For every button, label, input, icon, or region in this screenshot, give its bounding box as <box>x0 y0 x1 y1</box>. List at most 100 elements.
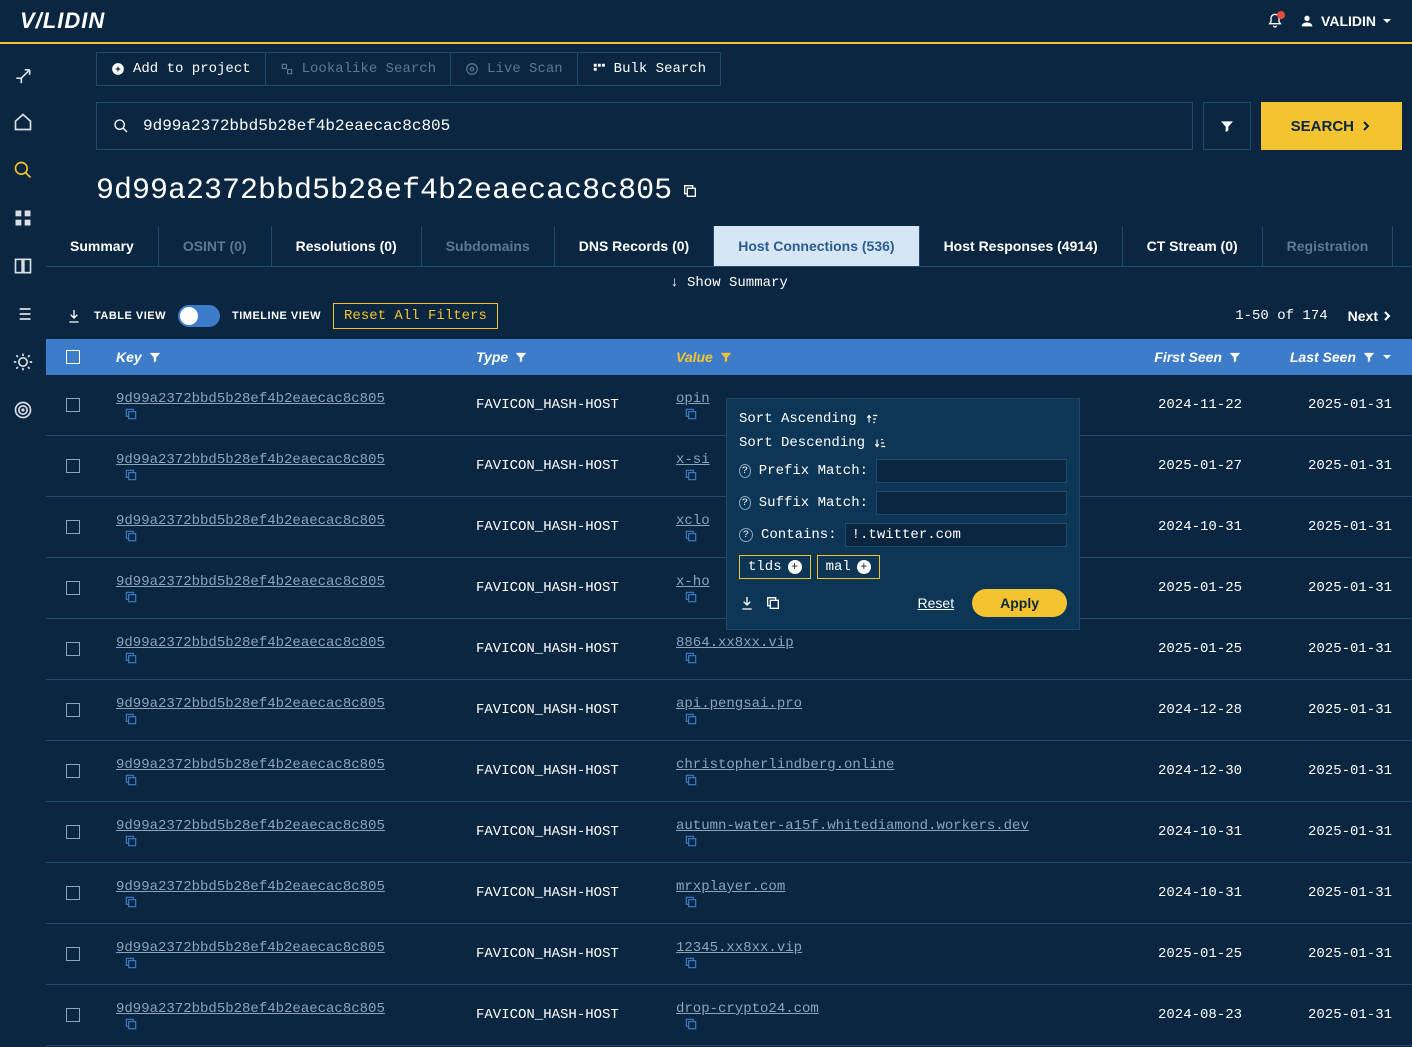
copy-icon[interactable] <box>124 834 138 848</box>
select-all-checkbox[interactable] <box>66 350 80 364</box>
col-key-header[interactable]: Key <box>116 349 476 365</box>
copy-icon[interactable] <box>124 590 138 604</box>
col-last-header[interactable]: Last Seen <box>1242 349 1392 365</box>
row-checkbox[interactable] <box>66 520 80 534</box>
copy-icon[interactable] <box>684 834 698 848</box>
copy-icon[interactable] <box>124 407 138 421</box>
search-button[interactable]: SEARCH <box>1261 102 1402 150</box>
view-toggle[interactable] <box>178 305 220 327</box>
value-link[interactable]: x-si <box>676 452 710 468</box>
tab-summary[interactable]: Summary <box>46 226 159 266</box>
copy-icon[interactable] <box>684 407 698 421</box>
sidebar-search[interactable] <box>13 160 33 180</box>
row-checkbox[interactable] <box>66 459 80 473</box>
value-link[interactable]: opin <box>676 391 710 407</box>
copy-icon[interactable] <box>124 529 138 543</box>
copy-icon[interactable] <box>684 773 698 787</box>
row-checkbox[interactable] <box>66 947 80 961</box>
row-checkbox[interactable] <box>66 398 80 412</box>
lookalike-tab[interactable]: Lookalike Search <box>266 53 451 85</box>
add-to-project-tab[interactable]: Add to project <box>97 53 266 85</box>
row-checkbox[interactable] <box>66 642 80 656</box>
copy-icon[interactable] <box>682 183 698 199</box>
copy-icon[interactable] <box>684 895 698 909</box>
copy-icon[interactable] <box>684 468 698 482</box>
sidebar-panels[interactable] <box>13 256 33 276</box>
row-checkbox[interactable] <box>66 581 80 595</box>
key-link[interactable]: 9d99a2372bbd5b28ef4b2eaecac8c805 <box>116 940 385 956</box>
copy-icon[interactable] <box>124 468 138 482</box>
key-link[interactable]: 9d99a2372bbd5b28ef4b2eaecac8c805 <box>116 1001 385 1017</box>
value-link[interactable]: drop-crypto24.com <box>676 1001 819 1017</box>
col-value-header[interactable]: Value <box>676 349 1092 365</box>
tab-registration[interactable]: Registration <box>1263 226 1394 266</box>
copy-icon[interactable] <box>684 529 698 543</box>
copy-icon[interactable] <box>684 956 698 970</box>
row-checkbox[interactable] <box>66 886 80 900</box>
tab-host-connections[interactable]: Host Connections (536) <box>714 226 919 266</box>
tab-dns[interactable]: DNS Records (0) <box>555 226 714 266</box>
notifications-button[interactable] <box>1267 13 1283 29</box>
search-input[interactable] <box>143 117 1176 135</box>
key-link[interactable]: 9d99a2372bbd5b28ef4b2eaecac8c805 <box>116 574 385 590</box>
sidebar-list[interactable] <box>13 304 33 324</box>
help-icon[interactable]: ? <box>739 496 751 510</box>
copy-icon[interactable] <box>124 895 138 909</box>
key-link[interactable]: 9d99a2372bbd5b28ef4b2eaecac8c805 <box>116 757 385 773</box>
copy-icon[interactable] <box>124 1017 138 1031</box>
copy-icon[interactable] <box>124 712 138 726</box>
value-link[interactable]: autumn-water-a15f.whitediamond.workers.d… <box>676 818 1029 834</box>
help-icon[interactable]: ? <box>739 528 753 542</box>
filter-button[interactable] <box>1203 102 1251 150</box>
sidebar-grid[interactable] <box>13 208 33 228</box>
row-checkbox[interactable] <box>66 1008 80 1022</box>
value-link[interactable]: x-ho <box>676 574 710 590</box>
copy-icon[interactable] <box>765 595 781 611</box>
copy-icon[interactable] <box>684 712 698 726</box>
tab-osint[interactable]: OSINT (0) <box>159 226 272 266</box>
copy-icon[interactable] <box>684 651 698 665</box>
key-link[interactable]: 9d99a2372bbd5b28ef4b2eaecac8c805 <box>116 879 385 895</box>
filter-reset-button[interactable]: Reset <box>918 595 955 611</box>
row-checkbox[interactable] <box>66 764 80 778</box>
copy-icon[interactable] <box>124 773 138 787</box>
live-scan-tab[interactable]: Live Scan <box>451 53 578 85</box>
key-link[interactable]: 9d99a2372bbd5b28ef4b2eaecac8c805 <box>116 391 385 407</box>
key-link[interactable]: 9d99a2372bbd5b28ef4b2eaecac8c805 <box>116 696 385 712</box>
copy-icon[interactable] <box>124 651 138 665</box>
value-link[interactable]: xclo <box>676 513 710 529</box>
reset-all-filters-button[interactable]: Reset All Filters <box>333 303 498 329</box>
value-link[interactable]: christopherlindberg.online <box>676 757 894 773</box>
key-link[interactable]: 9d99a2372bbd5b28ef4b2eaecac8c805 <box>116 818 385 834</box>
value-link[interactable]: mrxplayer.com <box>676 879 785 895</box>
sidebar-expand[interactable] <box>13 64 33 84</box>
sidebar-target[interactable] <box>13 400 33 420</box>
next-page-button[interactable]: Next <box>1348 308 1392 324</box>
value-link[interactable]: 12345.xx8xx.vip <box>676 940 802 956</box>
sidebar-home[interactable] <box>13 112 33 132</box>
key-link[interactable]: 9d99a2372bbd5b28ef4b2eaecac8c805 <box>116 452 385 468</box>
copy-icon[interactable] <box>684 1017 698 1031</box>
key-link[interactable]: 9d99a2372bbd5b28ef4b2eaecac8c805 <box>116 635 385 651</box>
suffix-input[interactable] <box>876 491 1067 515</box>
sort-ascending[interactable]: Sort Ascending <box>739 411 1067 427</box>
value-link[interactable]: 8864.xx8xx.vip <box>676 635 794 651</box>
tab-resolutions[interactable]: Resolutions (0) <box>272 226 422 266</box>
download-icon[interactable] <box>739 595 755 611</box>
value-link[interactable]: api.pengsai.pro <box>676 696 802 712</box>
prefix-input[interactable] <box>876 459 1067 483</box>
row-checkbox[interactable] <box>66 703 80 717</box>
filter-tag-tlds[interactable]: tlds + <box>739 555 811 579</box>
row-checkbox[interactable] <box>66 825 80 839</box>
contains-input[interactable] <box>845 523 1067 547</box>
sidebar-bug[interactable] <box>13 352 33 372</box>
col-first-header[interactable]: First Seen <box>1092 349 1242 365</box>
filter-apply-button[interactable]: Apply <box>972 589 1067 617</box>
tab-ct-stream[interactable]: CT Stream (0) <box>1123 226 1263 266</box>
bulk-search-tab[interactable]: Bulk Search <box>578 53 720 85</box>
copy-icon[interactable] <box>684 590 698 604</box>
key-link[interactable]: 9d99a2372bbd5b28ef4b2eaecac8c805 <box>116 513 385 529</box>
show-summary-link[interactable]: ↓ Show Summary <box>46 267 1412 299</box>
tab-host-responses[interactable]: Host Responses (4914) <box>920 226 1123 266</box>
col-type-header[interactable]: Type <box>476 349 676 365</box>
